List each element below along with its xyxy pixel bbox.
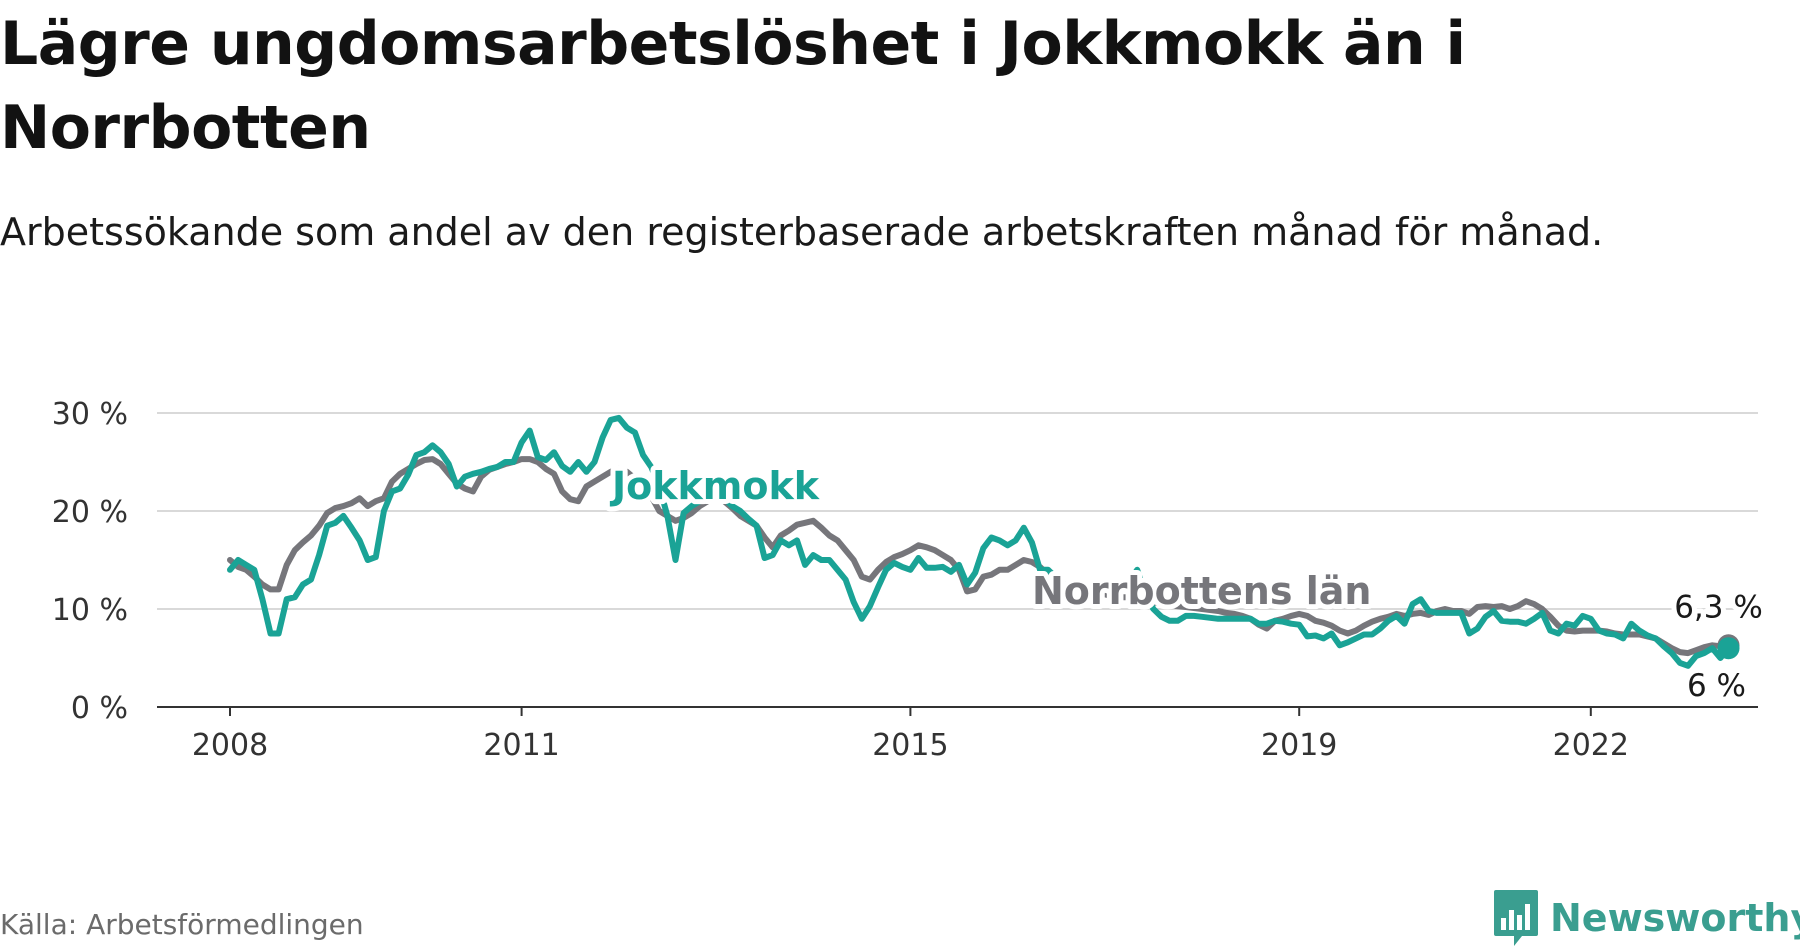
x-tick-label: 2015 <box>872 728 948 763</box>
series-layer <box>227 414 1740 669</box>
y-tick-label: 20 % <box>52 495 128 530</box>
series-label-jokkmokk: Jokkmokk <box>609 464 820 508</box>
x-tick-label: 2011 <box>483 728 559 763</box>
series-label-norrbotten: Norrbottens län <box>1032 569 1371 613</box>
end-value-label-jokkmokk: 6 % <box>1687 668 1746 704</box>
axis-layer: 2008 2011 2015 2019 2022 <box>157 706 1758 763</box>
end-value-label-norrbotten: 6,3 % <box>1674 589 1763 625</box>
label-layer: Jokkmokk Norrbottens län 6 % 6,3 % <box>604 459 1768 709</box>
grid-layer: 0 % 10 % 20 % 30 % <box>52 397 1758 726</box>
x-tick-label: 2008 <box>192 728 268 763</box>
line-chart: 0 % 10 % 20 % 30 % Jokkmokk Norrbottens län… <box>52 397 1768 763</box>
series-line-norrbotten <box>227 456 1732 657</box>
source-note: Källa: Arbetsförmedlingen <box>0 908 364 941</box>
y-tick-label: 30 % <box>52 397 128 432</box>
page-title: Lägre ungdomsarbetslöshet i Jokkmokk än … <box>0 9 1466 163</box>
x-tick-label: 2019 <box>1261 728 1337 763</box>
series-line-jokkmokk <box>227 414 1732 669</box>
y-tick-label: 0 % <box>71 691 128 726</box>
brand-logo[interactable]: Newsworthy <box>1492 888 1800 948</box>
chart-subtitle: Arbetssökande som andel av den registerb… <box>0 210 1604 254</box>
x-tick-label: 2022 <box>1553 728 1629 763</box>
y-tick-label: 10 % <box>52 593 128 628</box>
newsworthy-logo-icon <box>1494 890 1538 946</box>
brand-name: Newsworthy <box>1550 896 1800 940</box>
end-marker-jokkmokk <box>1717 637 1740 660</box>
